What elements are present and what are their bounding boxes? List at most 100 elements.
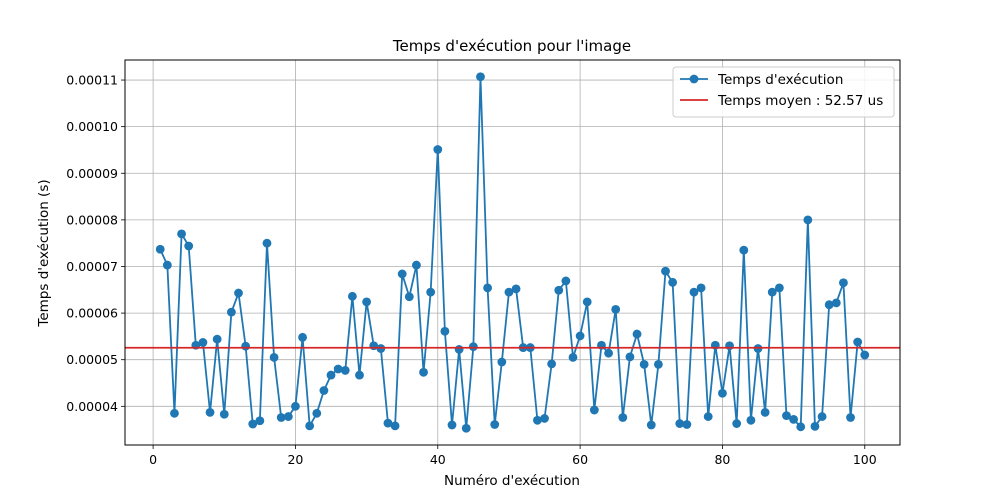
data-point xyxy=(419,367,428,377)
x-axis-title: Numéro d'exécution xyxy=(444,473,580,489)
data-point xyxy=(226,307,236,317)
data-point xyxy=(490,420,500,429)
data-point xyxy=(547,359,557,369)
axis-ticks: 0 20 40 60 80 100 0.00004 0.00005 0.00006 0.00007… xyxy=(66,73,876,467)
y-tick-label: 0.00007 xyxy=(66,259,118,274)
data-point xyxy=(839,278,848,288)
execution-time-line xyxy=(159,75,866,430)
data-point xyxy=(632,329,642,339)
data-point xyxy=(739,245,749,255)
data-point xyxy=(561,276,571,286)
y-tick-label: 0.00010 xyxy=(66,119,118,134)
data-point xyxy=(824,300,834,310)
legend-label-mean: Temps moyen : 52.57 us xyxy=(717,93,883,109)
chart-title: Temps d'exécution pour l'image xyxy=(392,37,631,55)
data-point xyxy=(668,277,678,287)
data-point xyxy=(412,260,421,270)
data-point xyxy=(774,283,784,293)
data-point xyxy=(675,419,685,428)
data-point xyxy=(454,345,464,354)
data-point xyxy=(276,413,286,422)
data-point xyxy=(298,332,307,342)
data-point xyxy=(554,285,564,295)
legend-marker-execution xyxy=(689,74,699,84)
data-point xyxy=(817,412,827,421)
data-point xyxy=(589,405,599,415)
y-axis-title: Temps d'exécution (s) xyxy=(36,179,52,327)
data-point xyxy=(326,370,336,380)
data-point xyxy=(689,287,699,297)
data-point xyxy=(533,415,542,425)
data-point xyxy=(504,287,514,297)
data-point xyxy=(426,287,436,297)
legend-label-execution: Temps d'exécution xyxy=(717,72,843,88)
data-point xyxy=(234,288,243,298)
data-point xyxy=(483,283,492,293)
data-point xyxy=(767,287,777,297)
legend: Temps d'exécution Temps moyen : 52.57 us xyxy=(672,66,895,118)
data-point xyxy=(283,412,293,421)
data-point xyxy=(718,388,727,398)
data-point xyxy=(497,357,507,367)
data-point xyxy=(461,423,471,433)
data-point xyxy=(646,420,656,430)
data-point xyxy=(696,283,706,293)
data-point xyxy=(355,370,364,380)
data-point xyxy=(397,269,407,279)
data-point xyxy=(312,408,322,418)
data-point xyxy=(205,407,215,417)
data-point xyxy=(810,421,820,431)
data-point xyxy=(846,413,855,422)
x-tick-label: 60 xyxy=(572,452,588,467)
y-tick-label: 0.00009 xyxy=(66,166,118,181)
plot-frame xyxy=(124,59,901,446)
data-point xyxy=(618,413,628,422)
data-point xyxy=(241,341,251,351)
data-point xyxy=(639,359,649,369)
data-point xyxy=(611,304,621,314)
data-point xyxy=(390,421,400,431)
x-tick-label: 80 xyxy=(714,452,730,467)
x-tick-label: 40 xyxy=(430,452,446,467)
data-point xyxy=(212,334,222,344)
data-point xyxy=(760,407,770,417)
data-point xyxy=(796,422,806,432)
data-point xyxy=(860,350,870,360)
data-point xyxy=(468,342,478,352)
data-point xyxy=(383,418,393,428)
data-point xyxy=(184,241,194,251)
data-point xyxy=(732,419,742,428)
data-point xyxy=(789,414,799,424)
data-point xyxy=(746,415,756,425)
data-point xyxy=(782,411,791,421)
data-point xyxy=(262,238,272,248)
data-point xyxy=(170,408,179,418)
data-point xyxy=(575,331,585,341)
data-point xyxy=(305,421,315,431)
data-point xyxy=(853,337,863,347)
data-point xyxy=(625,352,635,362)
data-point xyxy=(333,364,343,374)
data-point xyxy=(447,420,457,430)
data-point xyxy=(291,401,300,411)
data-point xyxy=(155,244,165,254)
grid xyxy=(125,60,900,445)
data-point xyxy=(440,326,450,336)
y-tick-label: 0.00006 xyxy=(66,306,118,321)
data-point xyxy=(177,229,186,239)
series-layer xyxy=(125,72,900,433)
data-point xyxy=(340,366,350,375)
data-point xyxy=(404,292,414,302)
data-point xyxy=(653,359,663,369)
data-point xyxy=(568,352,578,362)
data-point xyxy=(511,284,521,294)
data-point xyxy=(319,386,329,395)
data-point xyxy=(604,348,613,358)
y-tick-label: 0.00004 xyxy=(66,399,118,414)
data-point xyxy=(476,72,485,82)
data-point xyxy=(248,419,258,429)
data-point xyxy=(347,291,357,301)
data-point xyxy=(269,352,279,362)
